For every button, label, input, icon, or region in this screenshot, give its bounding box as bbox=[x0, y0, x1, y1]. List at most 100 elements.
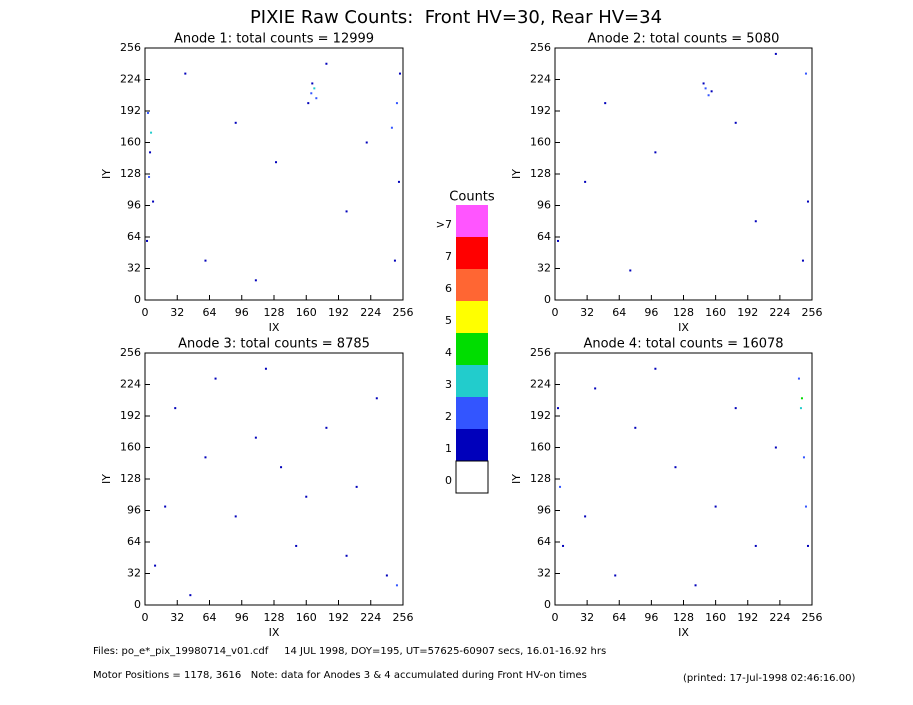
x-tick-label: 96 bbox=[644, 306, 658, 319]
count-pixel bbox=[147, 111, 150, 114]
x-tick-label: 96 bbox=[235, 306, 249, 319]
y-tick-label: 224 bbox=[120, 378, 141, 391]
count-pixel bbox=[234, 121, 237, 124]
count-pixel bbox=[390, 126, 393, 129]
y-tick-label: 128 bbox=[530, 167, 551, 180]
y-tick-label: 224 bbox=[530, 73, 551, 86]
footer-motor: Motor Positions = 1178, 3616 Note: data … bbox=[93, 670, 587, 681]
count-pixel bbox=[799, 407, 802, 410]
colorbar-label: 4 bbox=[445, 346, 452, 359]
y-tick-label: 64 bbox=[127, 535, 141, 548]
y-tick-label: 0 bbox=[134, 598, 141, 611]
colorbar-label: 3 bbox=[445, 378, 452, 391]
y-tick-label: 192 bbox=[120, 409, 141, 422]
count-pixel bbox=[365, 141, 368, 144]
y-tick-label: 64 bbox=[537, 535, 551, 548]
y-tick-label: 32 bbox=[127, 567, 141, 580]
x-axis-label: IX bbox=[678, 321, 689, 334]
y-tick-label: 128 bbox=[120, 167, 141, 180]
colorbar-cell bbox=[456, 429, 488, 461]
colorbar-label: 5 bbox=[445, 314, 452, 327]
count-pixel bbox=[806, 544, 809, 547]
count-pixel bbox=[704, 87, 707, 90]
colorbar-cell bbox=[456, 269, 488, 301]
y-tick-label: 32 bbox=[537, 567, 551, 580]
count-pixel bbox=[254, 436, 257, 439]
count-pixel bbox=[393, 259, 396, 262]
count-pixel bbox=[189, 594, 192, 597]
y-tick-label: 96 bbox=[127, 504, 141, 517]
x-tick-label: 0 bbox=[552, 611, 559, 624]
colorbar-label: 6 bbox=[445, 282, 452, 295]
count-pixel bbox=[714, 505, 717, 508]
count-pixel bbox=[146, 239, 149, 242]
x-tick-label: 64 bbox=[612, 306, 626, 319]
x-tick-label: 224 bbox=[360, 306, 381, 319]
x-tick-label: 224 bbox=[360, 611, 381, 624]
count-pixel bbox=[804, 505, 807, 508]
count-pixel bbox=[275, 161, 278, 164]
panel-title: Anode 2: total counts = 5080 bbox=[588, 32, 780, 47]
plot-frame bbox=[554, 47, 813, 301]
colorbar-label: 0 bbox=[445, 474, 452, 487]
panel-title: Anode 1: total counts = 12999 bbox=[174, 32, 374, 47]
count-pixel bbox=[385, 574, 388, 577]
y-tick-label: 32 bbox=[127, 262, 141, 275]
y-tick-label: 160 bbox=[120, 441, 141, 454]
count-pixel bbox=[150, 131, 153, 134]
x-tick-label: 224 bbox=[769, 306, 790, 319]
x-axis-label: IX bbox=[678, 626, 689, 639]
x-tick-label: 192 bbox=[328, 306, 349, 319]
x-tick-label: 160 bbox=[705, 611, 726, 624]
x-tick-label: 256 bbox=[802, 306, 823, 319]
x-tick-label: 256 bbox=[802, 611, 823, 624]
colorbar-label: 1 bbox=[445, 442, 452, 455]
plot-frame bbox=[144, 352, 404, 606]
count-pixel bbox=[806, 200, 809, 203]
count-pixel bbox=[254, 279, 257, 282]
count-pixel bbox=[313, 87, 316, 90]
count-pixel bbox=[674, 466, 677, 469]
count-pixel bbox=[280, 466, 283, 469]
y-tick-label: 96 bbox=[537, 199, 551, 212]
x-tick-label: 160 bbox=[296, 611, 317, 624]
y-tick-label: 256 bbox=[120, 346, 141, 359]
count-pixel bbox=[325, 62, 328, 65]
y-tick-label: 0 bbox=[544, 293, 551, 306]
count-pixel bbox=[214, 377, 217, 380]
count-pixel bbox=[148, 175, 151, 178]
colorbar-cell bbox=[456, 365, 488, 397]
x-tick-label: 128 bbox=[673, 306, 694, 319]
y-tick-label: 96 bbox=[127, 199, 141, 212]
y-tick-label: 96 bbox=[537, 504, 551, 517]
count-pixel bbox=[702, 82, 705, 85]
count-pixel bbox=[398, 72, 401, 75]
count-pixel bbox=[734, 407, 737, 410]
count-pixel bbox=[604, 102, 607, 105]
colorbar-cell bbox=[456, 397, 488, 429]
x-tick-label: 192 bbox=[328, 611, 349, 624]
chart-title: PIXIE Raw Counts: Front HV=30, Rear HV=3… bbox=[250, 7, 662, 28]
count-pixel bbox=[707, 94, 710, 97]
x-tick-label: 32 bbox=[170, 306, 184, 319]
count-pixel bbox=[152, 200, 155, 203]
x-tick-label: 128 bbox=[264, 306, 285, 319]
y-axis-label: IY bbox=[510, 474, 523, 484]
x-tick-label: 64 bbox=[203, 306, 217, 319]
count-pixel bbox=[754, 220, 757, 223]
y-tick-label: 192 bbox=[120, 104, 141, 117]
plot-frame bbox=[554, 352, 813, 606]
x-tick-label: 32 bbox=[170, 611, 184, 624]
x-tick-label: 192 bbox=[737, 611, 758, 624]
x-tick-label: 160 bbox=[296, 306, 317, 319]
count-pixel bbox=[305, 495, 308, 498]
x-tick-label: 192 bbox=[737, 306, 758, 319]
count-pixel bbox=[614, 574, 617, 577]
y-tick-label: 160 bbox=[530, 441, 551, 454]
x-axis-label: IX bbox=[269, 321, 280, 334]
count-pixel bbox=[325, 426, 328, 429]
count-pixel bbox=[562, 544, 565, 547]
x-tick-label: 160 bbox=[705, 306, 726, 319]
count-pixel bbox=[584, 515, 587, 518]
count-pixel bbox=[174, 407, 177, 410]
